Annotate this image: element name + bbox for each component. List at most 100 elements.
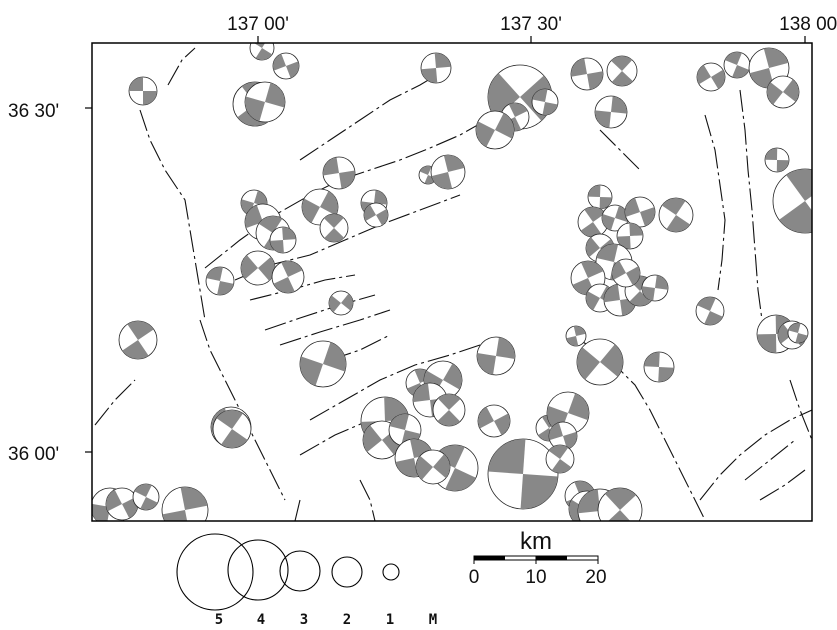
beachball-quadrant	[488, 439, 526, 474]
beachball-quadrant	[655, 275, 668, 290]
focal-mechanism-symbol	[723, 51, 751, 79]
beachball-quadrant	[488, 73, 520, 119]
beachball-quadrant	[162, 510, 188, 521]
beachball-quadrant	[477, 406, 494, 429]
focal-mechanism-symbol	[601, 204, 629, 232]
focal-mechanism-symbol	[545, 444, 575, 474]
legend-label-3: 3	[300, 612, 308, 628]
beachball-quadrant	[711, 69, 725, 89]
beachball-quadrant	[143, 91, 157, 105]
focal-mechanism-symbol	[616, 222, 644, 250]
beachball-quadrant	[566, 336, 579, 346]
scale-bar-segment	[474, 556, 505, 560]
focal-mechanism-symbol	[643, 351, 675, 383]
scale-label-10: 10	[525, 567, 546, 588]
beachball-quadrant	[299, 356, 323, 386]
beachball-quadrant	[374, 190, 387, 205]
beachball-quadrant	[612, 260, 626, 280]
beachball-quadrant	[776, 160, 789, 173]
longitude-label-138-00: 138 00'	[779, 14, 837, 35]
beachball-quadrant	[180, 486, 208, 510]
focal-mechanism-symbol	[271, 260, 305, 294]
focal-mechanism-symbol	[249, 43, 275, 61]
focal-mechanism-symbol	[641, 274, 669, 302]
beachball-quadrant	[795, 333, 808, 344]
beachball-quadrant	[419, 166, 432, 175]
beachball-quadrant	[496, 337, 516, 359]
beachball-quadrant	[617, 236, 631, 249]
beachball-quadrant	[724, 52, 742, 65]
beachball-quadrant	[286, 61, 300, 79]
scale-label-20: 20	[585, 567, 606, 588]
beachball-quadrant	[389, 414, 409, 430]
focal-mechanism-symbol	[787, 322, 809, 344]
beachball-quadrant	[270, 240, 284, 254]
focal-mechanism-symbol	[766, 75, 800, 109]
beachball-quadrant	[476, 353, 496, 375]
beachball-quadrant	[611, 96, 627, 114]
beachball-quadrant	[273, 277, 295, 293]
focal-mechanism-symbol	[420, 52, 452, 84]
focal-mechanism-symbol	[624, 196, 656, 228]
legend-circle-m1	[382, 563, 400, 581]
beachball-quadrant	[395, 458, 418, 477]
beachball-quadrant	[611, 71, 633, 86]
focal-mechanism-symbol	[269, 226, 297, 254]
focal-mechanism-symbol	[764, 147, 790, 173]
latitude-label-36-30: 36 30'	[8, 101, 59, 122]
beachball-quadrant	[584, 206, 606, 222]
scale-unit: km	[520, 528, 552, 555]
focal-mechanism-symbol	[388, 413, 422, 447]
beachball-quadrant	[339, 170, 355, 189]
focal-mechanism-symbol	[363, 202, 389, 228]
beachball-quadrant	[302, 198, 320, 223]
scale-label-0: 0	[469, 567, 480, 588]
latitude-label-36-00: 36 00'	[8, 444, 59, 465]
longitude-label-137-30: 137 30'	[500, 14, 562, 35]
focal-mechanism-symbol	[476, 336, 516, 376]
focal-mechanism-symbol	[597, 487, 643, 521]
beachball-quadrant	[763, 47, 789, 68]
beachball-quadrant	[376, 209, 388, 226]
scale-bar: km 0 10 20	[469, 528, 607, 588]
beachball-quadrant	[364, 204, 376, 221]
beachball-quadrant	[437, 410, 461, 426]
beachball-quadrant	[626, 266, 640, 286]
focal-mechanism-symbol	[322, 156, 356, 190]
beachball-quadrant	[542, 102, 558, 115]
beachball-quadrant	[445, 468, 476, 492]
beachball-quadrant	[596, 243, 619, 262]
axis-ticks	[85, 36, 806, 453]
beachball-quadrant	[766, 82, 783, 105]
beachball-quadrant	[443, 363, 462, 390]
focal-mechanism-symbol	[432, 393, 466, 427]
beachball-quadrant	[431, 172, 453, 190]
beachball-quadrant	[508, 103, 528, 117]
beachball-quadrant	[254, 190, 267, 207]
beachball-quadrant	[588, 185, 601, 197]
focal-mechanism-symbol	[587, 184, 613, 210]
focal-mechanism-symbol	[118, 320, 158, 360]
beachball-quadrant	[245, 205, 263, 229]
beachball-quadrant	[642, 286, 655, 301]
focal-mechanism-symbol	[606, 55, 638, 87]
beachball-quadrant	[697, 297, 716, 311]
beachball-quadrant	[92, 503, 110, 521]
focal-mechanism-symbol	[658, 197, 694, 233]
beachball-quadrant	[434, 444, 465, 468]
beachball-quadrant	[697, 65, 711, 85]
focal-mechanism-symbol	[205, 266, 235, 296]
focal-mechanisms	[92, 43, 812, 521]
beachball-quadrant	[548, 444, 569, 459]
beachball-quadrant	[640, 207, 655, 227]
beachball-quadrant	[253, 43, 266, 48]
beachball-quadrant	[217, 281, 234, 295]
beachball-quadrant	[600, 344, 623, 377]
focal-mechanism-symbol	[105, 487, 139, 521]
focal-mechanism-symbol	[695, 296, 725, 326]
legend-circle-m4	[227, 539, 289, 601]
beachball-quadrant	[255, 48, 273, 61]
focal-mechanism-symbol	[272, 52, 300, 80]
longitude-label-137-00: 137 00'	[227, 14, 289, 35]
focal-mechanism-symbol	[430, 154, 466, 190]
